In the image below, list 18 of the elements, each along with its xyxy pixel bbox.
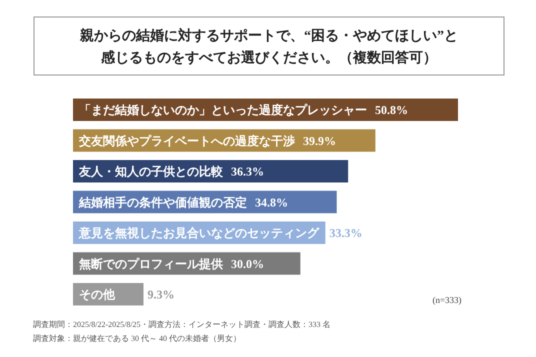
text: 調査対象：親が健在である 30 代～ 40 代の未婚者（男女） — [33, 334, 241, 343]
y-tick-label: 無断でのプロフィール提供 — [78, 256, 223, 271]
data-label: 39.9% — [303, 134, 336, 148]
y-tick-label: 「まだ結婚しないのか」といった過度なプレッシャー — [79, 103, 367, 118]
text: 調査期間：2025/8/22-2025/8/25・調査方法：インターネット調査・調査人数：333 名 — [33, 320, 331, 329]
data-label: 33.3% — [329, 226, 362, 240]
data-label: 36.3% — [231, 164, 264, 179]
annotation: (n=333) — [432, 295, 462, 305]
chart-title: 親からの結婚に対するサポートで、“困る・やめてほしい”と感じるものをすべてお選びください。（複数回答可） — [79, 27, 458, 66]
data-label: 50.8% — [375, 103, 408, 118]
data-label: 30.0% — [231, 256, 264, 271]
data-label: 34.8% — [255, 195, 288, 210]
y-tick-label: 意見を無視したお見合いなどのセッティング — [78, 226, 320, 240]
y-tick-label: 友人・知人の子供との比較 — [78, 164, 224, 179]
y-tick-label: その他 — [79, 288, 116, 302]
y-tick-label: 交友関係やプライベートへの過度な干渉 — [78, 134, 295, 148]
y-tick-label: 結婚相手の条件や価値観の否定 — [78, 195, 247, 210]
data-label: 9.3% — [147, 288, 174, 302]
